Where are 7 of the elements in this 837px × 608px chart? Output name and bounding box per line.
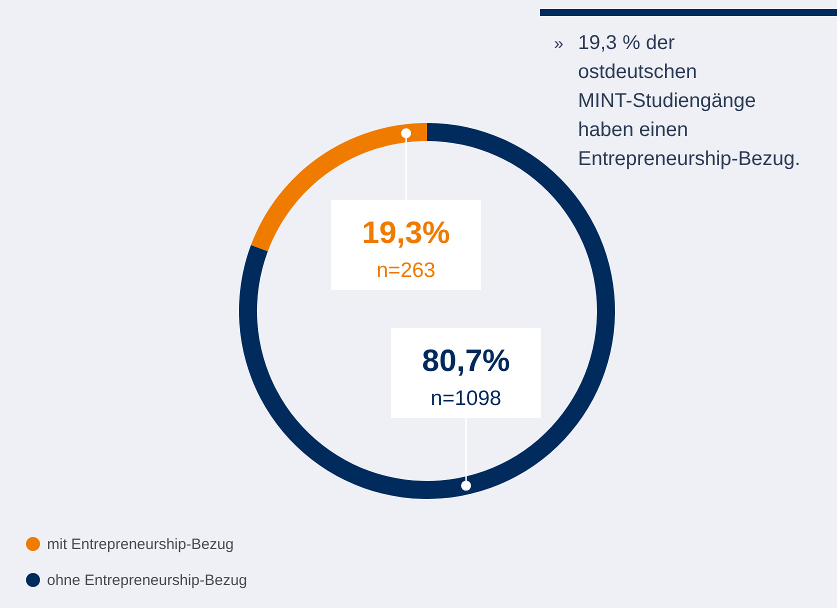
data-label: 19,3%: [362, 215, 450, 250]
legend-label: ohne Entrepreneurship-Bezug: [47, 572, 248, 589]
text: n=1098: [430, 387, 502, 410]
data-label: 80,7%: [422, 343, 510, 378]
legend-label: mit Entrepreneurship-Bezug: [47, 536, 234, 553]
text: n=263: [376, 259, 436, 282]
text: » 19,3 % der ostdeutschen MINT-Studiengänge haben einen Entrepreneurship-Bezug.: [554, 32, 800, 170]
